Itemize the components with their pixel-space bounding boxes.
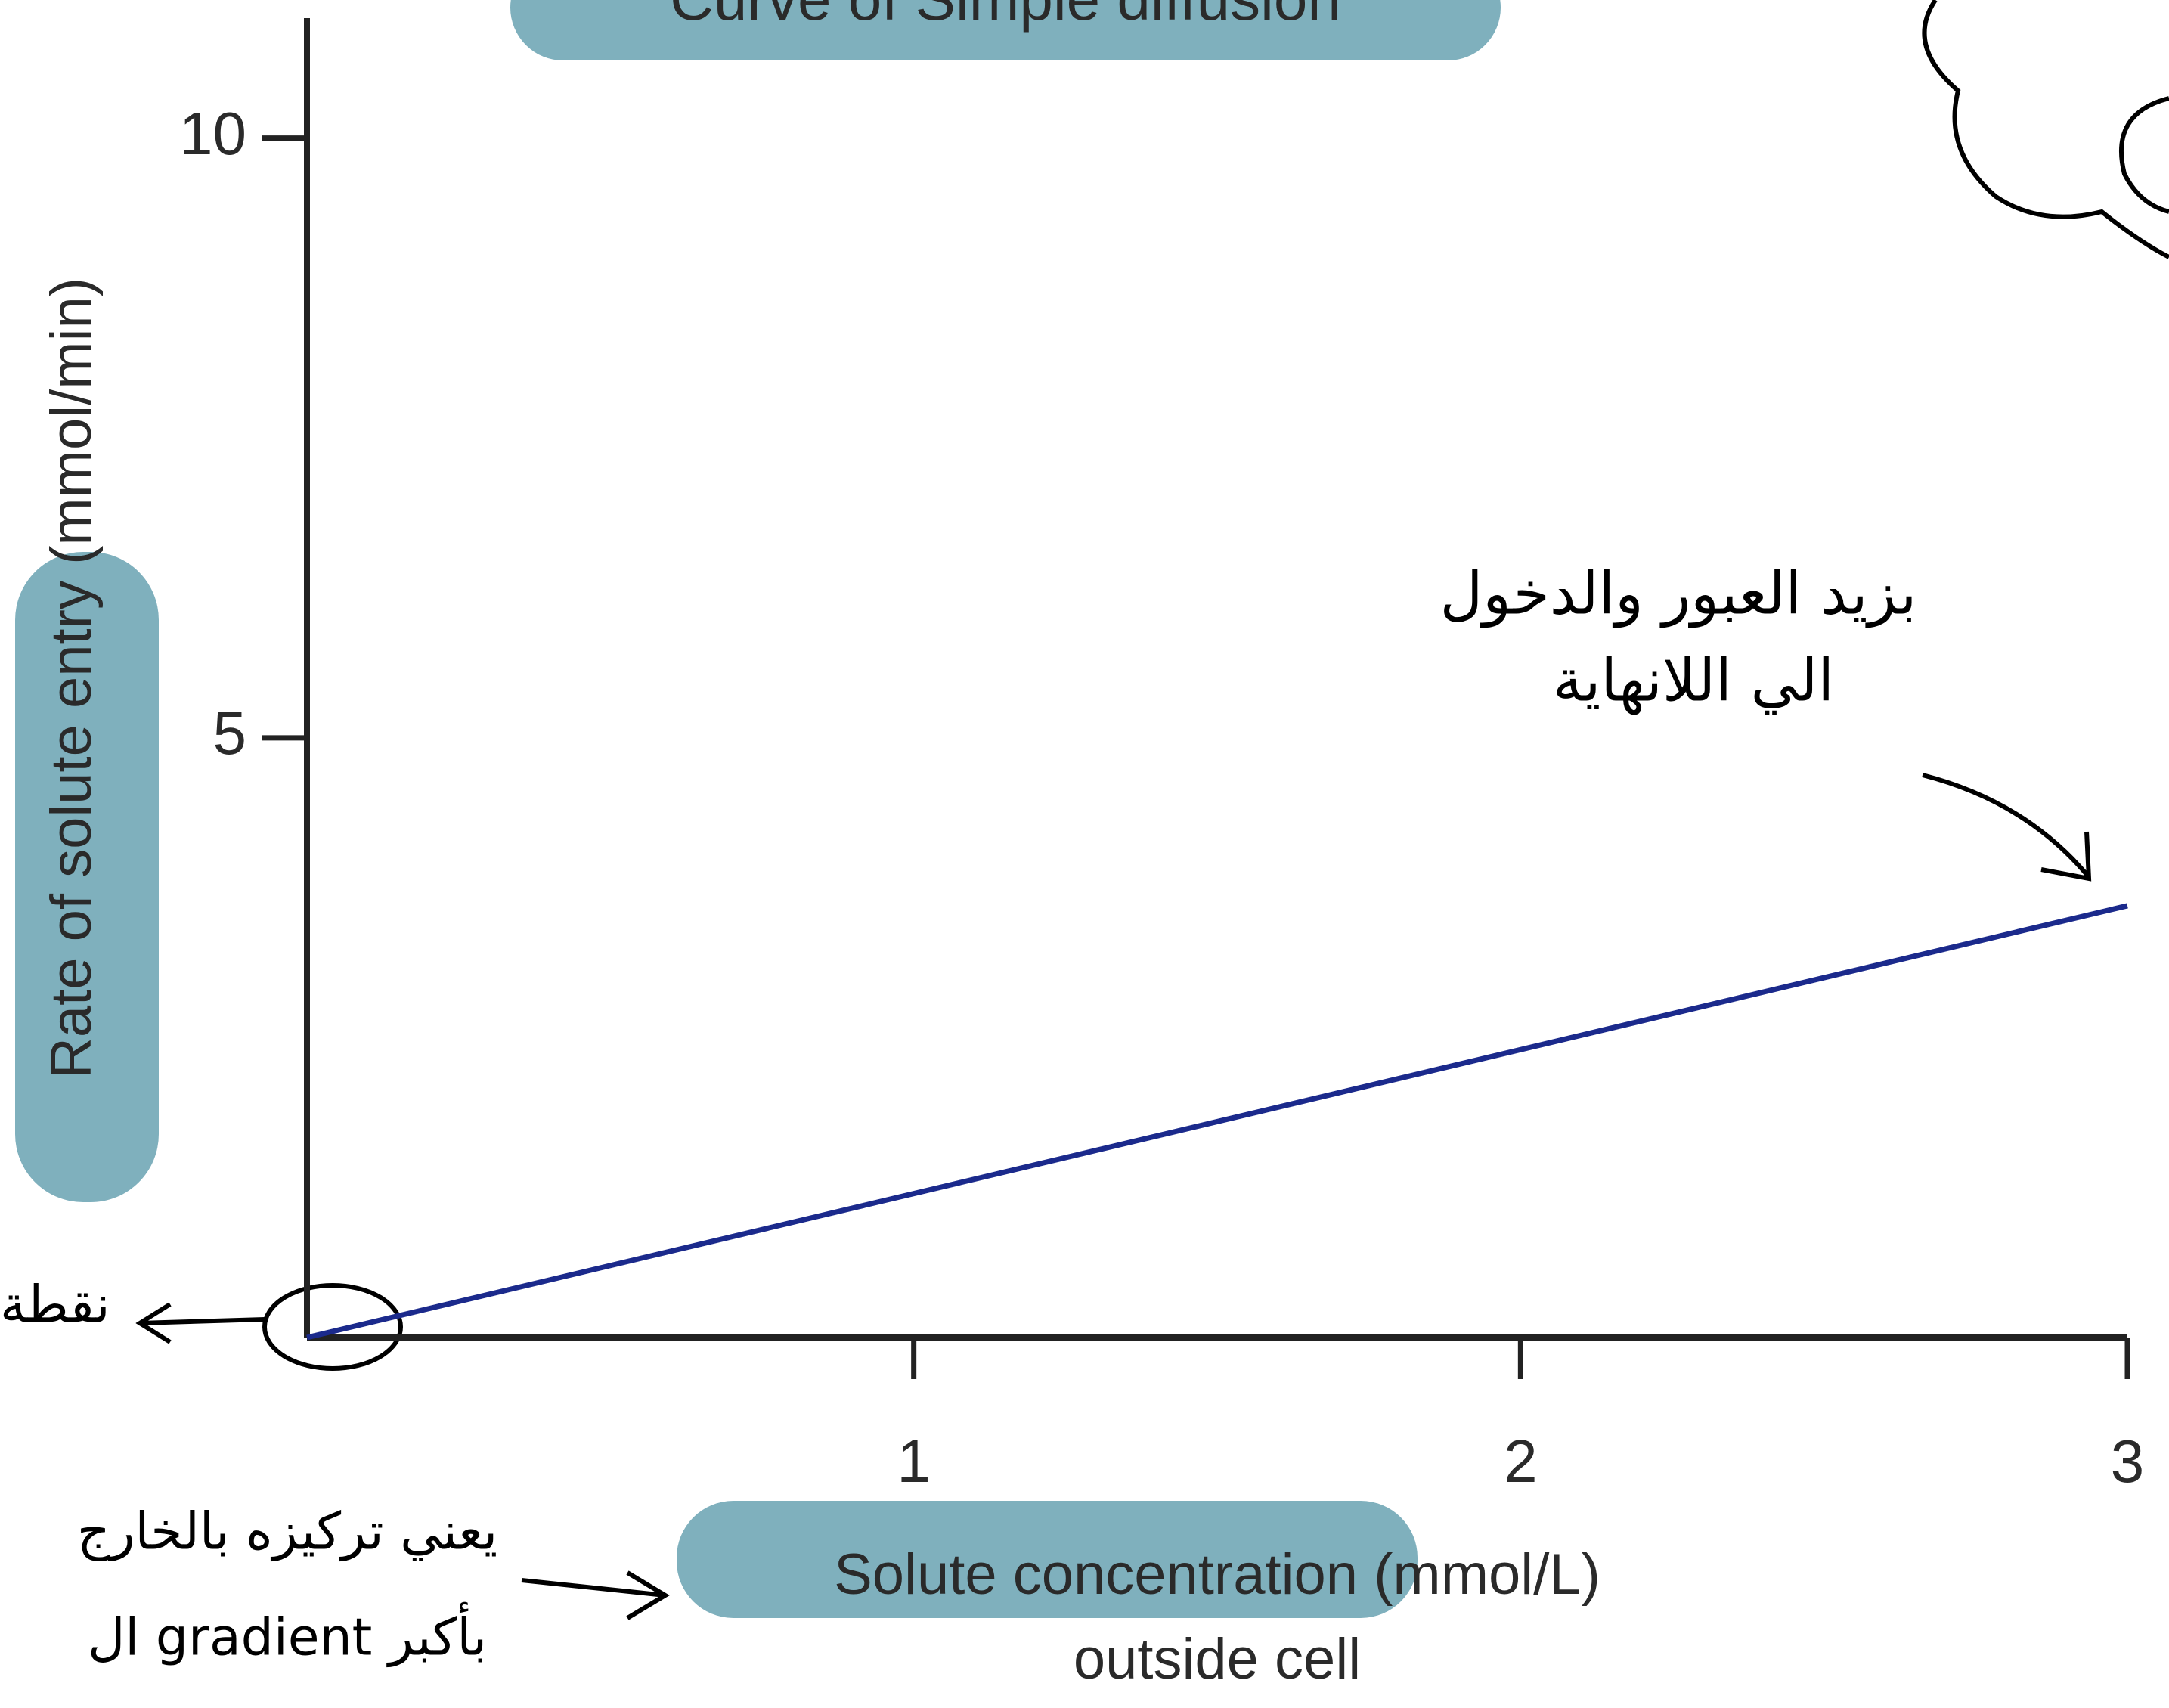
x-tick-label: 3 (2111, 1427, 2145, 1495)
y-tick-label: 5 (213, 699, 247, 767)
annotation: الي اللانهاية (1553, 646, 1834, 715)
annotation: نقطة (0, 1276, 110, 1335)
y-axis-label: Rate of solute entry (mmol/min) (39, 277, 104, 1079)
annotation: بأكبر gradient ال (88, 1602, 487, 1668)
annotation: بزيد العبور والدخول (1440, 560, 1917, 628)
chart-title: Curve of Simple diffusion (670, 0, 1341, 33)
x-axis-label: outside cell (1074, 1627, 1361, 1691)
y-tick-label: 10 (179, 100, 246, 167)
annotation: يعني تركيزه بالخارج (77, 1502, 497, 1562)
x-tick-label: 2 (1504, 1427, 1538, 1495)
page: Curve of Simple diffusion Rate of solute… (0, 0, 2169, 1708)
x-tick-label: 1 (897, 1427, 931, 1495)
background (0, 0, 2169, 1708)
x-axis-label: Solute concentration (mmol/L) (834, 1542, 1600, 1607)
chart: Curve of Simple diffusion Rate of solute… (0, 0, 2169, 1708)
